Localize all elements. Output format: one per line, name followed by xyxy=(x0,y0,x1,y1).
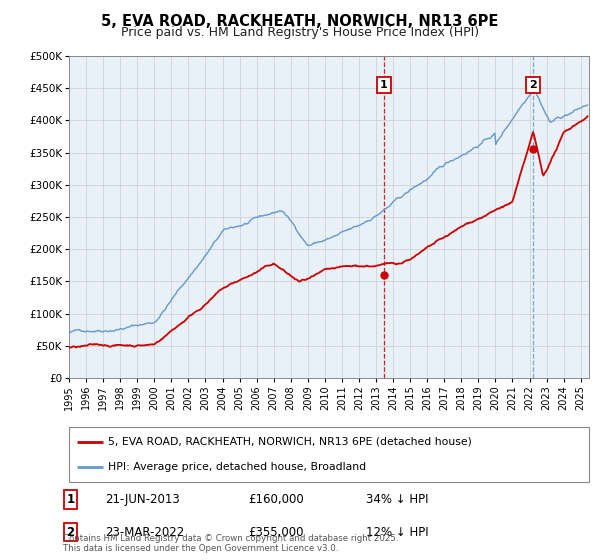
Text: £355,000: £355,000 xyxy=(248,526,304,539)
Text: HPI: Average price, detached house, Broadland: HPI: Average price, detached house, Broa… xyxy=(108,462,366,472)
Text: 34% ↓ HPI: 34% ↓ HPI xyxy=(365,493,428,506)
Text: 5, EVA ROAD, RACKHEATH, NORWICH, NR13 6PE: 5, EVA ROAD, RACKHEATH, NORWICH, NR13 6P… xyxy=(101,14,499,29)
Text: 2: 2 xyxy=(66,526,74,539)
Text: Price paid vs. HM Land Registry's House Price Index (HPI): Price paid vs. HM Land Registry's House … xyxy=(121,26,479,39)
Text: 1: 1 xyxy=(66,493,74,506)
Text: 12% ↓ HPI: 12% ↓ HPI xyxy=(365,526,428,539)
Text: 21-JUN-2013: 21-JUN-2013 xyxy=(105,493,179,506)
Text: £160,000: £160,000 xyxy=(248,493,304,506)
Text: 2: 2 xyxy=(529,80,537,90)
Text: 1: 1 xyxy=(380,80,388,90)
Text: Contains HM Land Registry data © Crown copyright and database right 2025.
This d: Contains HM Land Registry data © Crown c… xyxy=(63,534,398,553)
Text: 23-MAR-2022: 23-MAR-2022 xyxy=(105,526,184,539)
Text: 5, EVA ROAD, RACKHEATH, NORWICH, NR13 6PE (detached house): 5, EVA ROAD, RACKHEATH, NORWICH, NR13 6P… xyxy=(108,437,472,446)
